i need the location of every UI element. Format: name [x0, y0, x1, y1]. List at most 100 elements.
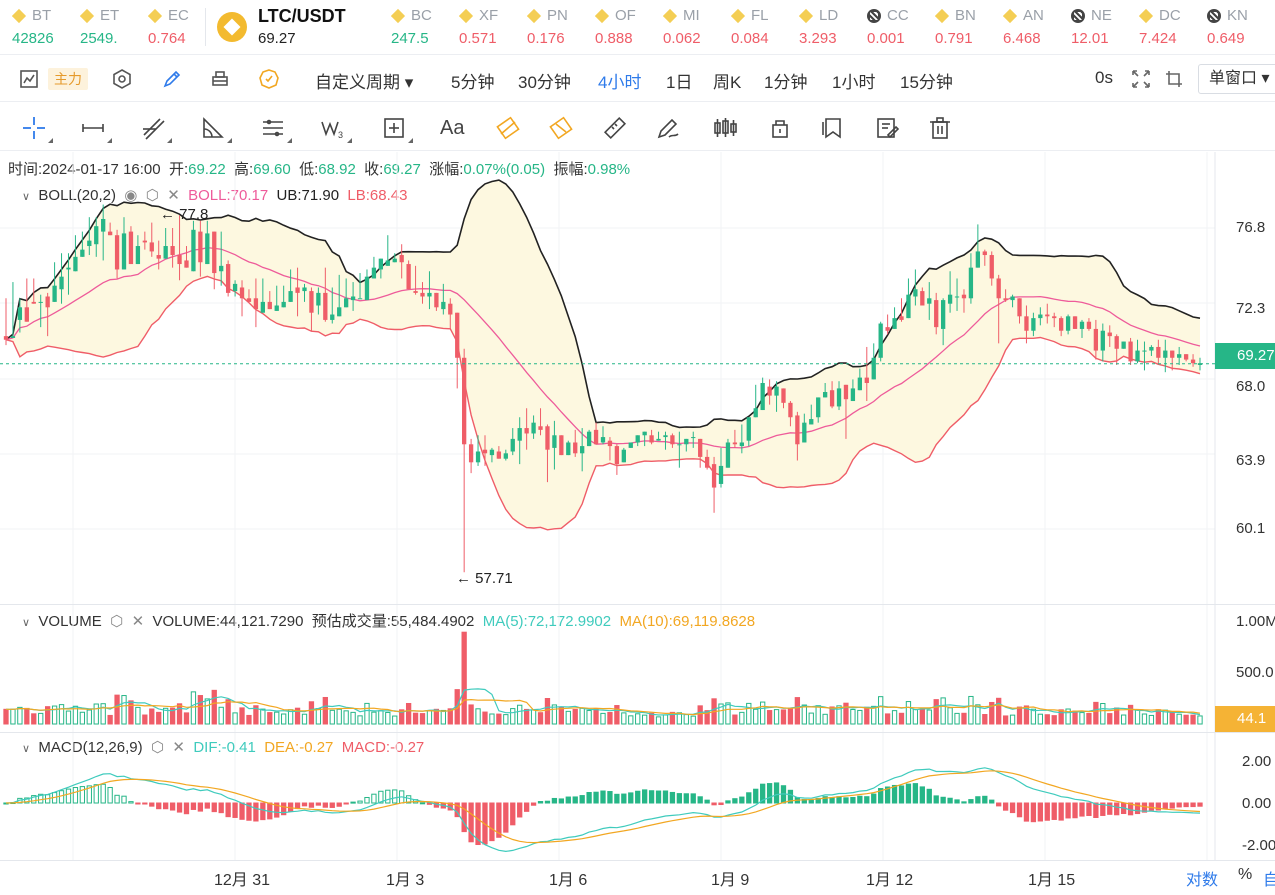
- candle-body: [552, 435, 557, 448]
- settings-hex-icon[interactable]: ⬡: [110, 613, 124, 630]
- lock-tool-icon[interactable]: [767, 115, 793, 141]
- ruler-tool-icon[interactable]: [602, 115, 628, 141]
- chart-type-icon[interactable]: [18, 68, 40, 90]
- price-chart[interactable]: [0, 152, 1275, 895]
- main-force-badge[interactable]: 主力: [48, 68, 88, 90]
- ticker-value: 0.764: [148, 30, 186, 47]
- macd-bar: [919, 786, 925, 804]
- period-tab[interactable]: 周K: [713, 73, 742, 92]
- volume-bar: [232, 712, 238, 725]
- ticker-value: 0.791: [935, 30, 973, 47]
- binance-diamond-icon: [80, 8, 95, 23]
- close-icon[interactable]: ✕: [172, 739, 185, 756]
- percent-scale-toggle[interactable]: %: [1238, 866, 1253, 883]
- volume-bar: [933, 699, 939, 725]
- close-icon[interactable]: ✕: [131, 613, 145, 630]
- measure-tool-icon[interactable]: [381, 115, 413, 143]
- eye-icon[interactable]: ◉: [124, 187, 138, 204]
- period-tab[interactable]: 5分钟: [451, 73, 495, 92]
- volume-bar: [669, 711, 676, 725]
- period-tab[interactable]: 1小时: [832, 73, 876, 92]
- macd-bar: [551, 797, 558, 804]
- macd-bar: [975, 796, 981, 804]
- triangle-tool-icon[interactable]: [200, 115, 232, 143]
- main-symbol[interactable]: LTC/USDT 69.27: [213, 0, 383, 55]
- ticker-item[interactable]: FL 0.084: [731, 0, 787, 54]
- volume-bar: [1086, 712, 1092, 725]
- coin-badge-icon[interactable]: [258, 68, 280, 90]
- ticker-item[interactable]: LD 3.293: [799, 0, 855, 54]
- wave-tool-icon[interactable]: 3: [320, 115, 352, 143]
- time-tick: 1月 15: [1028, 872, 1076, 889]
- fullscreen-icon[interactable]: [1130, 68, 1152, 90]
- macd-bar: [142, 802, 148, 805]
- candle-tool-icon[interactable]: [712, 115, 738, 141]
- macd-bar: [662, 790, 669, 804]
- short-position-tool-icon[interactable]: [548, 115, 574, 141]
- ticker-item[interactable]: MI 0.062: [663, 0, 719, 54]
- collapse-chevron-icon[interactable]: ∨: [22, 191, 31, 203]
- auto-scale-toggle[interactable]: 自: [1263, 872, 1275, 889]
- text-tool-icon[interactable]: Aa: [440, 117, 465, 139]
- collapse-chevron-icon[interactable]: ∨: [22, 743, 31, 755]
- pane-divider[interactable]: [0, 604, 1275, 605]
- channel-tool-icon[interactable]: [140, 115, 172, 143]
- ticker-item[interactable]: CC 0.001: [867, 0, 923, 54]
- binance-diamond-icon: [663, 8, 678, 23]
- volume-bar: [1107, 713, 1113, 725]
- bookmark-tool-icon[interactable]: [820, 115, 846, 141]
- ticker-item[interactable]: AN 6.468: [1003, 0, 1059, 54]
- horizontal-line-tool-icon[interactable]: [80, 115, 112, 143]
- macd-bar: [558, 798, 565, 804]
- ticker-item[interactable]: ET 2549.: [80, 0, 136, 54]
- candle-body: [475, 451, 481, 463]
- candle-body: [864, 377, 869, 384]
- ticker-item[interactable]: BC 247.5: [391, 0, 447, 54]
- print-icon[interactable]: [209, 68, 231, 90]
- close-icon[interactable]: ✕: [167, 187, 180, 204]
- crosshair-tool-icon[interactable]: [21, 115, 53, 143]
- period-tab[interactable]: 1日: [666, 73, 693, 92]
- brush-tool-icon[interactable]: [655, 115, 681, 141]
- ticker-item[interactable]: NE 12.01: [1071, 0, 1127, 54]
- volume-bar: [739, 711, 745, 725]
- screenshot-icon[interactable]: [1163, 68, 1185, 90]
- candle-body: [448, 303, 453, 315]
- fib-tool-icon[interactable]: [260, 115, 292, 143]
- ticker-value: 0.001: [867, 30, 905, 47]
- ticker-item[interactable]: PN 0.176: [527, 0, 583, 54]
- period-tab[interactable]: 自定义周期 ▾: [315, 73, 414, 92]
- candle-body: [906, 294, 911, 319]
- ticker-item[interactable]: BN 0.791: [935, 0, 991, 54]
- last-price-tag: 69.27: [1215, 343, 1275, 369]
- ticker-item[interactable]: EC 0.764: [148, 0, 204, 54]
- period-tab[interactable]: 1分钟: [764, 73, 808, 92]
- note-tool-icon[interactable]: [874, 115, 900, 141]
- ticker-item[interactable]: DC 7.424: [1139, 0, 1195, 54]
- ticker-item[interactable]: KN 0.649: [1207, 0, 1263, 54]
- ticker-value: 12.01: [1071, 30, 1109, 47]
- ticker-item[interactable]: XF 0.571: [459, 0, 515, 54]
- volume-bar: [1183, 714, 1189, 725]
- volume-bar: [211, 689, 217, 725]
- settings-hex-icon[interactable]: ⬡: [150, 739, 165, 756]
- settings-hex-icon[interactable]: ⬡: [145, 187, 159, 204]
- ticker-item[interactable]: OF 0.888: [595, 0, 651, 54]
- collapse-chevron-icon[interactable]: ∨: [22, 617, 31, 629]
- long-position-tool-icon[interactable]: [495, 115, 521, 141]
- candle-body: [156, 255, 161, 259]
- price-tick: 60.1: [1236, 520, 1266, 537]
- indicator-settings-icon[interactable]: [111, 68, 133, 90]
- ticker-item[interactable]: BT 42826: [12, 0, 68, 54]
- log-scale-toggle[interactable]: 对数: [1186, 872, 1219, 889]
- window-mode-select[interactable]: 单窗口 ▾: [1198, 64, 1275, 94]
- period-tab[interactable]: 30分钟: [518, 73, 571, 92]
- ticker-symbol: AN: [1023, 7, 1044, 24]
- draw-pen-icon[interactable]: [161, 68, 183, 90]
- pane-divider[interactable]: [0, 732, 1275, 733]
- period-tab[interactable]: 15分钟: [900, 73, 953, 92]
- time-tick: 1月 6: [549, 872, 588, 889]
- trash-tool-icon[interactable]: [927, 115, 953, 141]
- candle-body: [302, 287, 307, 292]
- period-tab[interactable]: 4小时: [598, 73, 642, 92]
